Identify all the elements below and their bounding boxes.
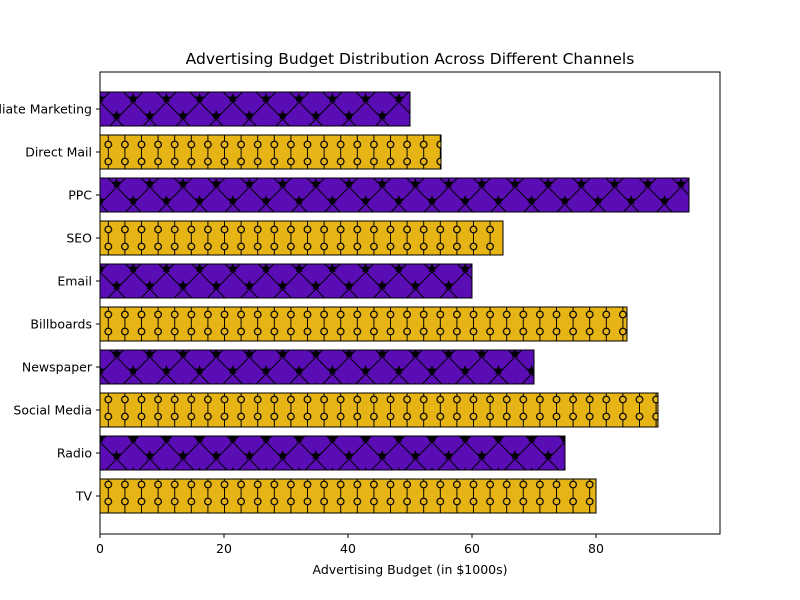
y-tick-label: PPC bbox=[68, 188, 92, 203]
bar-social-media bbox=[99, 392, 659, 428]
x-axis-ticks: 0 20 40 60 80 bbox=[96, 534, 604, 556]
bar-radio bbox=[99, 435, 566, 471]
bars-group bbox=[99, 91, 690, 514]
bar-email bbox=[99, 263, 473, 299]
y-axis-ticks: TV Radio Social Media Newspaper Billboards Em… bbox=[0, 102, 100, 504]
bar-affiliate-marketing bbox=[99, 91, 411, 127]
y-tick-label: Direct Mail bbox=[25, 145, 92, 160]
bar-direct-mail bbox=[99, 134, 442, 170]
y-tick-label: Social Media bbox=[13, 403, 92, 418]
chart-title: Advertising Budget Distribution Across D… bbox=[186, 50, 635, 68]
y-tick-label: TV bbox=[75, 489, 93, 504]
plot-frame bbox=[99, 71, 721, 535]
y-tick-label: Email bbox=[57, 274, 92, 289]
x-tick-label: 40 bbox=[340, 541, 356, 556]
x-tick-label: 0 bbox=[96, 541, 104, 556]
bar-ppc bbox=[99, 177, 690, 213]
y-tick-label: Affiliate Marketing bbox=[0, 102, 92, 117]
x-axis-label: Advertising Budget (in $1000s) bbox=[312, 562, 507, 577]
y-tick-label: Radio bbox=[57, 446, 92, 461]
x-tick-label: 20 bbox=[216, 541, 232, 556]
x-tick-label: 60 bbox=[464, 541, 480, 556]
bar-billboards bbox=[99, 306, 628, 342]
bar-tv bbox=[99, 478, 597, 514]
bar-seo bbox=[99, 220, 504, 256]
x-tick-label: 80 bbox=[588, 541, 604, 556]
y-tick-label: Billboards bbox=[30, 317, 92, 332]
y-tick-label: Newspaper bbox=[22, 360, 93, 375]
y-tick-label: SEO bbox=[66, 231, 92, 246]
bar-newspaper bbox=[99, 349, 535, 385]
